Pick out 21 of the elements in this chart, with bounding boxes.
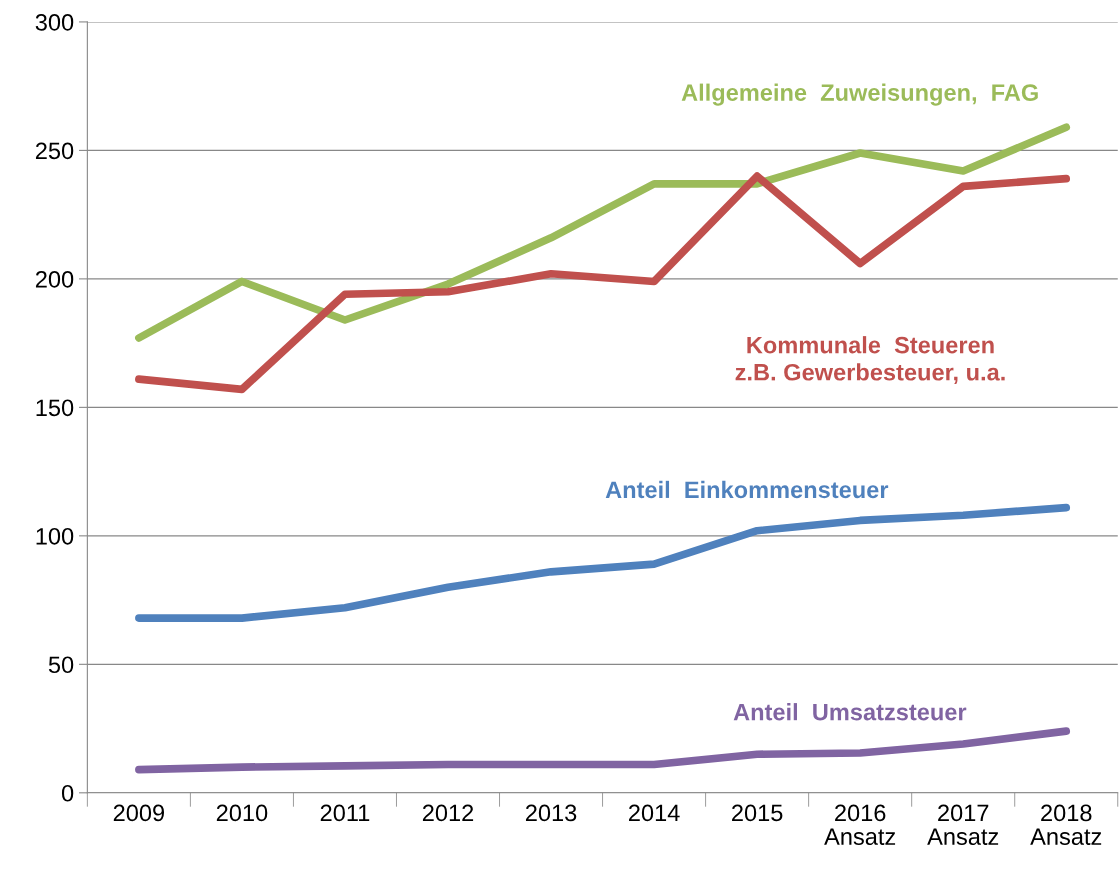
series-label: Anteil Einkommensteuer: [605, 480, 889, 499]
series-label: Allgemeine Zuweisungen, FAG: [681, 83, 1038, 106]
x-tick-label: 2015: [732, 804, 783, 822]
y-tick-label: 0: [61, 784, 74, 802]
x-tick-label: 2014: [629, 804, 680, 822]
x-tick-label: 2011: [320, 804, 370, 822]
y-tick-label: 150: [36, 399, 74, 417]
x-tick-label: 2009: [113, 804, 165, 822]
y-tick-label: 250: [35, 142, 74, 160]
series-label: Anteil Umsatzsteuer: [733, 703, 967, 721]
x-tick-label: 2017 Ansatz: [927, 804, 999, 845]
x-tick-label: 2018 Ansatz: [1030, 804, 1102, 845]
y-tick-label: 50: [48, 656, 74, 674]
y-tick-label: 200: [35, 270, 74, 288]
x-tick-label: 2016 Ansatz: [824, 804, 896, 845]
x-tick-label: 2010: [216, 804, 268, 822]
x-tick-label: 2012: [422, 804, 474, 822]
x-tick-label: 2013: [525, 804, 577, 822]
y-tick-label: 100: [36, 527, 74, 545]
text: Kommunale Steueren z.B. Gewerbesteuer, u.a.: [735, 336, 1005, 385]
y-tick-label: 300: [35, 13, 74, 31]
